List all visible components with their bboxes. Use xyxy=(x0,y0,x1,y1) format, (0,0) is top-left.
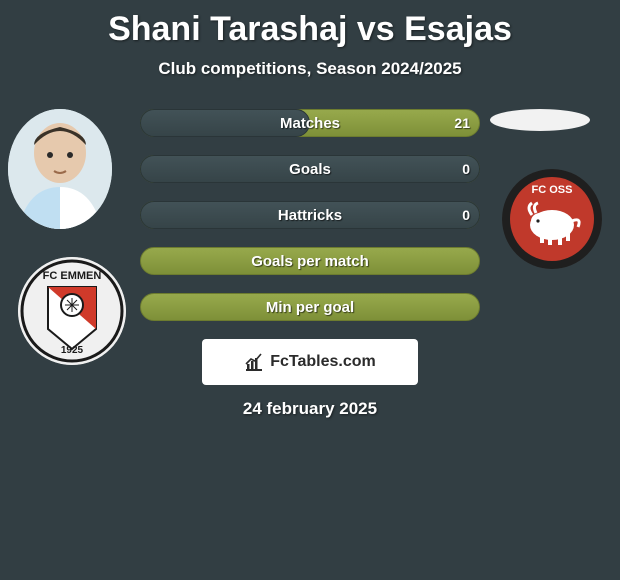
date-text: 24 february 2025 xyxy=(0,399,620,419)
bar-value-right: 0 xyxy=(462,155,470,183)
bar-goals-per-match: Goals per match xyxy=(140,247,480,275)
bar-value-right: 0 xyxy=(462,201,470,229)
comparison-content: FC EMMEN 1925 FC OSS Ma xyxy=(0,109,620,419)
bar-label: Matches xyxy=(140,109,480,137)
bar-label: Goals xyxy=(140,155,480,183)
svg-text:FC EMMEN: FC EMMEN xyxy=(43,270,102,282)
watermark-text: FcTables.com xyxy=(270,353,376,371)
page-title: Shani Tarashaj vs Esajas xyxy=(0,0,620,49)
club-right-badge: FC OSS xyxy=(502,169,602,269)
svg-text:1925: 1925 xyxy=(61,345,84,356)
bar-label: Min per goal xyxy=(140,293,480,321)
club-left-badge: FC EMMEN 1925 xyxy=(18,257,126,365)
bar-goals: Goals 0 xyxy=(140,155,480,183)
subtitle: Club competitions, Season 2024/2025 xyxy=(0,59,620,79)
player-right-avatar xyxy=(490,109,590,131)
bar-value-right: 21 xyxy=(454,109,470,137)
stat-bars: Matches 21 Goals 0 Hattricks 0 Goals per… xyxy=(140,109,480,321)
player-left-avatar xyxy=(8,109,112,229)
bar-label: Goals per match xyxy=(140,247,480,275)
svg-text:FC OSS: FC OSS xyxy=(532,184,573,196)
chart-icon xyxy=(244,352,264,372)
bar-hattricks: Hattricks 0 xyxy=(140,201,480,229)
bar-matches: Matches 21 xyxy=(140,109,480,137)
bar-label: Hattricks xyxy=(140,201,480,229)
bar-min-per-goal: Min per goal xyxy=(140,293,480,321)
watermark: FcTables.com xyxy=(202,339,418,385)
